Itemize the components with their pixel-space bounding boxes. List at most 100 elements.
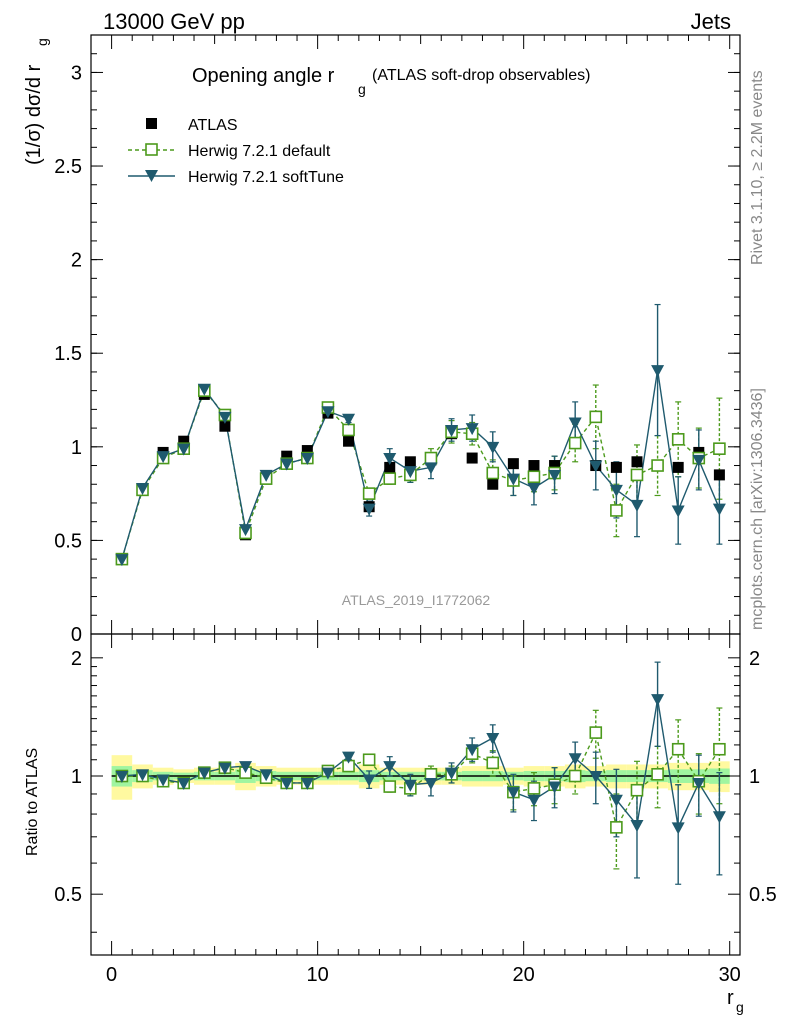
softtune-marker (465, 423, 479, 436)
atlas-data-point (549, 460, 561, 472)
rivet-label: Rivet 3.1.10, ≥ 2.2M events (749, 70, 766, 265)
ratio-softtune-marker (465, 744, 479, 757)
chart-title: Opening angle r (192, 65, 335, 87)
legend: ATLAS Herwig 7.2.1 default Herwig 7.2.1 … (128, 117, 344, 186)
softtune-marker (403, 466, 417, 479)
main-y-tick-label: 0.5 (54, 530, 82, 552)
atlas-data-point (219, 420, 231, 432)
default-marker (630, 468, 644, 482)
ratio-y-axis-label: Ratio to ATLAS (24, 748, 41, 856)
ratio-softtune-marker (197, 767, 211, 780)
atlas-data-point (713, 469, 725, 481)
softtune-marker (197, 383, 211, 396)
y-axis-label-subscript: g (34, 38, 50, 46)
main-panel: 0 0.5 1 1.5 2 2.5 3 Opening angle r g (ATLAS s… (23, 34, 741, 646)
default-marker (486, 466, 500, 480)
header-left: 13000 GeV pp (103, 9, 245, 34)
ratio-softtune-marker (403, 779, 417, 792)
ratio-data-marks (115, 661, 726, 885)
main-axis-ticks: 0 0.5 1 1.5 2 2.5 3 (54, 35, 740, 646)
legend-label-atlas: ATLAS (188, 117, 238, 134)
atlas-data-point (466, 452, 478, 464)
atlas-data-point (301, 445, 313, 457)
default-line (121, 389, 720, 560)
ratio-frame (90, 633, 741, 956)
ratio-default-marker (362, 753, 376, 767)
atlas-data-point (610, 461, 622, 473)
ratio-y-tick-label-right: 1 (749, 766, 760, 788)
ratio-softtune-marker (589, 771, 603, 784)
header-right: Jets (691, 9, 731, 34)
softtune-marker (321, 406, 335, 419)
softtune-marker (651, 365, 665, 378)
ratio-softtune-marker (671, 822, 685, 835)
ratio-default-marker (527, 782, 541, 795)
x-tick-label: 10 (307, 964, 329, 986)
ratio-softtune-marker (115, 771, 129, 784)
main-data-marks (115, 303, 726, 567)
softtune-marker (671, 505, 685, 518)
default-marker (362, 487, 376, 500)
ratio-softtune-marker (548, 781, 562, 794)
softtune-line (121, 369, 721, 560)
legend-marker-default (145, 143, 158, 156)
atlas-data-point (384, 461, 396, 473)
x-axis-label-subscript: g (736, 999, 744, 1015)
atlas-data-point (528, 460, 540, 472)
ratio-softtune-marker (156, 774, 170, 787)
softtune-marker (218, 411, 232, 424)
softtune-marker (506, 473, 520, 486)
softtune-marker (589, 460, 603, 473)
legend-label-softtune: Herwig 7.2.1 softTune (188, 169, 344, 186)
softtune-marker (692, 454, 706, 467)
softtune-marker (712, 503, 726, 516)
legend-marker-atlas (146, 118, 157, 129)
softtune-marker (630, 499, 644, 512)
ratio-softtune-marker (506, 787, 520, 800)
softtune-marker (362, 503, 376, 516)
main-y-tick-label: 2.5 (54, 156, 82, 178)
ratio-default-marker (589, 726, 603, 739)
legend-marker-softtune (145, 170, 158, 182)
ratio-softtune-marker (609, 794, 623, 807)
ratio-default-marker (486, 756, 500, 770)
ratio-panel: 0.5 0.51 12 20 10 20 30 Ratio to ATLAS r g (24, 633, 777, 1015)
ratio-default-marker (651, 768, 664, 781)
ratio-default-marker (713, 742, 726, 756)
chart-title-subscript: g (358, 81, 366, 97)
softtune-marker (239, 524, 253, 537)
ratio-default-marker (671, 742, 685, 756)
softtune-marker (280, 458, 294, 471)
default-marker (383, 472, 397, 485)
main-y-tick-label: 2 (71, 250, 82, 272)
main-y-tick-label: 1.5 (54, 343, 82, 365)
atlas-data-point (178, 435, 190, 447)
softtune-marker (156, 451, 170, 464)
softtune-marker (300, 453, 314, 466)
ratio-default-marker (383, 780, 397, 793)
softtune-marker (115, 554, 129, 567)
mcplots-label: mcplots.cern.ch [arXiv:1306.3436] (749, 388, 766, 630)
default-marker (568, 436, 582, 450)
ratio-softtune-marker (445, 767, 459, 780)
ratio-softtune-marker (568, 753, 582, 766)
softtune-marker (259, 469, 273, 482)
softtune-marker (609, 484, 623, 497)
ratio-softtune-marker (692, 777, 706, 790)
atlas-data-point (343, 435, 355, 447)
softtune-marker (445, 424, 459, 437)
ratio-softtune-marker (527, 794, 541, 807)
default-marker (342, 423, 355, 437)
analysis-watermark: ATLAS_2019_I1772062 (342, 592, 491, 608)
default-marker (527, 470, 541, 484)
ratio-softtune-marker (300, 777, 314, 790)
atlas-data-point (487, 478, 499, 490)
default-marker (713, 442, 726, 455)
atlas-data-point (507, 458, 519, 470)
ratio-default-marker (568, 769, 582, 783)
default-marker (424, 451, 438, 465)
softtune-marker (177, 443, 191, 456)
ratio-softtune-marker (342, 751, 356, 764)
softtune-marker (548, 469, 562, 482)
softtune-marker (568, 417, 582, 430)
